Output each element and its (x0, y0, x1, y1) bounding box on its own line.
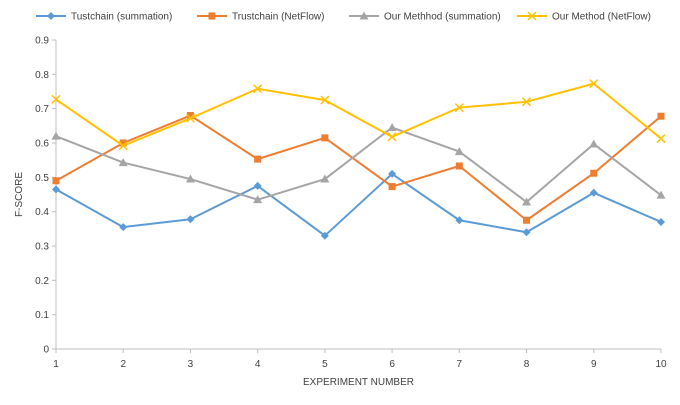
legend-marker (527, 11, 537, 21)
series-4 (51, 79, 666, 151)
plot-area (51, 79, 666, 240)
data-point (590, 169, 598, 177)
series-3 (51, 123, 666, 206)
y-tick-label: 0.1 (35, 310, 49, 321)
series-line (55, 114, 662, 222)
data-point (523, 216, 531, 224)
y-axis-title: F-SCORE (14, 172, 25, 217)
data-point (320, 95, 330, 105)
data-point (387, 123, 397, 132)
data-point (589, 79, 599, 89)
data-point (253, 181, 262, 190)
y-tick-label: 0.3 (35, 242, 49, 253)
x-axis-title: EXPERIMENT NUMBER (303, 377, 414, 388)
legend-label: Our Methhod (summation) (384, 12, 501, 23)
data-point (387, 132, 397, 142)
data-point (321, 134, 329, 142)
data-point (522, 228, 531, 237)
data-point (589, 139, 599, 148)
data-point (51, 131, 61, 140)
legend-label: Trustchain (NetFlow) (232, 12, 324, 23)
data-point (119, 223, 128, 232)
y-tick-label: 0.2 (35, 276, 49, 287)
x-tick-label: 1 (53, 359, 59, 370)
x-tick-label: 8 (524, 359, 530, 370)
data-point (185, 113, 195, 123)
data-point (52, 177, 60, 185)
y-tick-label: 0.4 (35, 207, 49, 218)
data-point (253, 195, 263, 204)
data-point (522, 197, 532, 206)
data-point (454, 103, 464, 113)
data-point (51, 94, 61, 104)
data-point (656, 134, 666, 144)
y-tick-label: 0.5 (35, 173, 49, 184)
y-tick-label: 0.8 (35, 70, 49, 81)
x-tick-label: 3 (188, 359, 194, 370)
legend-marker (47, 12, 55, 20)
data-point (589, 188, 598, 197)
series-line (55, 172, 662, 237)
legend-marker (359, 11, 369, 20)
y-tick-label: 0 (43, 345, 49, 356)
data-point (186, 215, 195, 224)
data-point (185, 174, 195, 183)
legend-label: Tustchain (summation) (71, 12, 172, 23)
series-line (55, 126, 662, 204)
data-point (455, 216, 464, 225)
x-tick-label: 7 (457, 359, 463, 370)
data-point (118, 141, 128, 151)
data-point (320, 231, 329, 240)
data-point (657, 112, 665, 120)
x-tick-label: 2 (120, 359, 126, 370)
legend-item: Our Method (NetFlow) (517, 11, 651, 23)
series-2 (52, 112, 665, 224)
data-point (119, 139, 127, 147)
axes: 0 0.1 0.2 0.3 0.4 0.5 0.6 0.7 0.8 0.9 1 2 3 4 5 6 7 8 9 10 E… (14, 36, 667, 389)
data-point (253, 84, 263, 94)
data-point (454, 147, 464, 156)
legend-label: Our Method (NetFlow) (552, 12, 651, 23)
data-point (254, 155, 262, 163)
series-line (55, 82, 662, 147)
data-point (522, 97, 532, 107)
data-point (657, 217, 665, 226)
y-tick-label: 0.6 (35, 139, 49, 150)
data-point (118, 158, 128, 167)
series-1 (52, 169, 665, 240)
data-point (320, 174, 330, 183)
legend-item: Tustchain (summation) (36, 12, 172, 23)
x-tick-label: 6 (389, 359, 395, 370)
data-point (656, 190, 666, 199)
data-point (455, 162, 463, 170)
legend-marker (208, 12, 216, 20)
legend: Tustchain (summation) Trustchain (NetFlow… (36, 11, 651, 23)
legend-item: Our Methhod (summation) (349, 11, 501, 23)
y-tick-label: 0.9 (35, 36, 49, 47)
legend-item: Trustchain (NetFlow) (197, 12, 324, 23)
x-tick-label: 9 (591, 359, 597, 370)
data-point (186, 112, 194, 120)
y-tick-label: 0.7 (35, 104, 49, 115)
data-point (388, 183, 396, 191)
x-tick-label: 5 (322, 359, 328, 370)
x-tick-label: 10 (655, 359, 667, 370)
x-tick-label: 4 (255, 359, 261, 370)
data-point (52, 185, 60, 194)
data-point (388, 169, 397, 178)
